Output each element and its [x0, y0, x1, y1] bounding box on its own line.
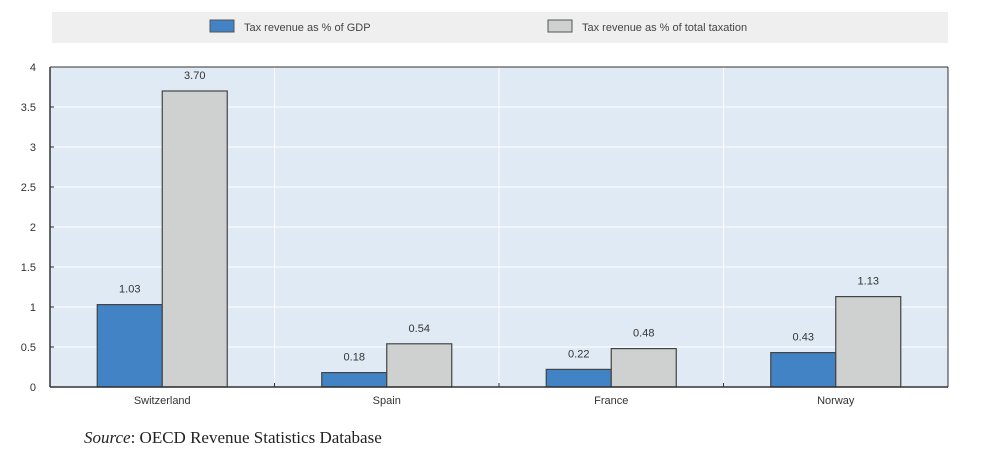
x-tick-label: Norway [817, 395, 855, 407]
legend-box [52, 12, 948, 43]
source-note: Source: OECD Revenue Statistics Database [84, 428, 382, 448]
bar-france-0 [545, 368, 612, 388]
legend-swatch-0 [209, 19, 235, 33]
y-tick-label: 1 [30, 302, 36, 314]
y-tick-label: 3.5 [21, 102, 36, 114]
bar-spain-1 [386, 343, 453, 388]
data-label: 0.43 [793, 332, 814, 344]
y-tick-label: 4 [30, 62, 36, 74]
legend-swatch-1 [547, 19, 573, 33]
y-tick-label: 2 [30, 222, 36, 234]
bar-norway-0 [770, 352, 837, 388]
x-tick-label: Switzerland [134, 395, 191, 407]
bar-spain-0 [321, 372, 388, 388]
data-label: 1.13 [858, 276, 879, 288]
data-label: 0.48 [633, 328, 654, 340]
data-label: 1.03 [119, 284, 140, 296]
legend-label-1: Tax revenue as % of total taxation [582, 22, 747, 34]
bar-norway-1 [835, 296, 902, 388]
legend-label-0: Tax revenue as % of GDP [244, 22, 371, 34]
data-label: 0.54 [409, 323, 430, 335]
x-tick-label: France [594, 395, 628, 407]
data-label: 3.70 [184, 70, 205, 82]
bar-switzerland-1 [161, 90, 228, 388]
source-label: Source [84, 428, 131, 447]
bar-switzerland-0 [96, 304, 163, 388]
y-tick-label: 0.5 [21, 342, 36, 354]
source-text: : OECD Revenue Statistics Database [130, 428, 382, 447]
y-tick-label: 2.5 [21, 182, 36, 194]
x-tick-label: Spain [373, 395, 401, 407]
bar-france-1 [610, 348, 677, 388]
y-tick-label: 3 [30, 142, 36, 154]
data-label: 0.18 [344, 352, 365, 364]
data-label: 0.22 [568, 348, 589, 360]
y-tick-label: 0 [30, 382, 36, 394]
y-tick-label: 1.5 [21, 262, 36, 274]
